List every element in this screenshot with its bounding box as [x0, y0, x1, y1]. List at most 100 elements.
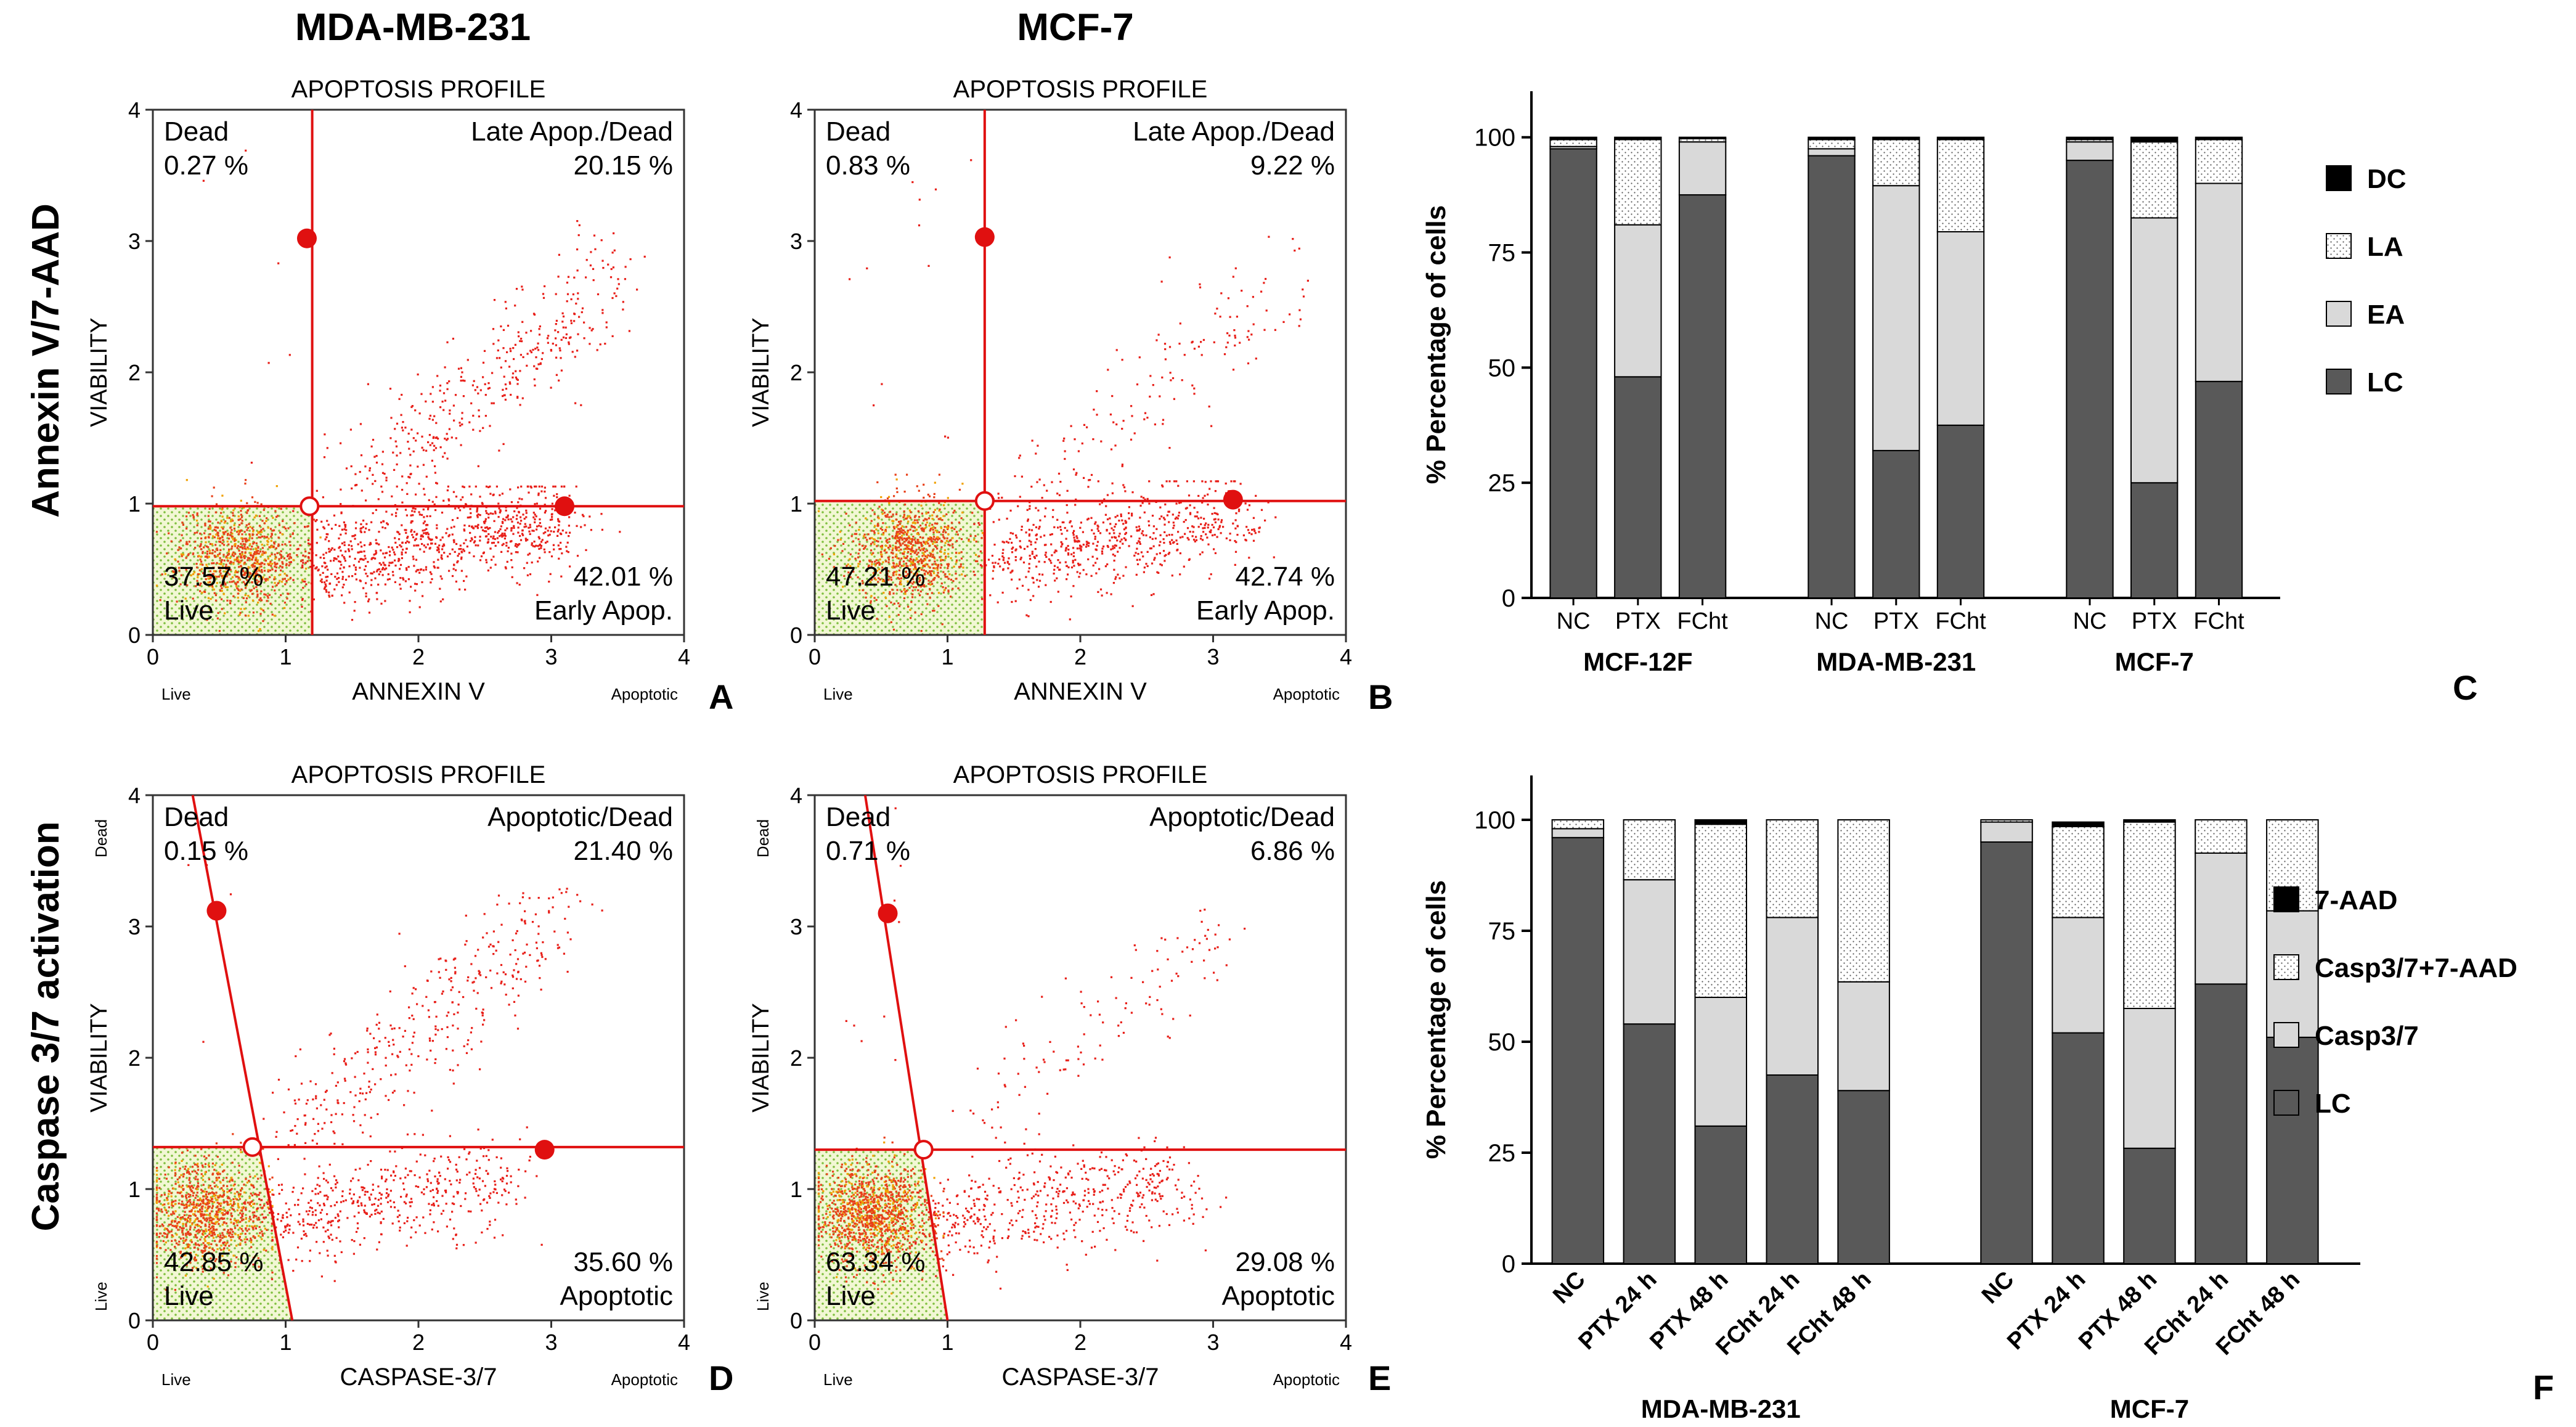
event-point: [184, 1219, 187, 1221]
event-point: [1064, 457, 1066, 460]
event-point: [628, 330, 630, 332]
event-point: [240, 1187, 243, 1190]
event-point: [446, 555, 449, 558]
event-point: [372, 483, 374, 485]
event-point: [932, 542, 934, 545]
event-point: [187, 554, 189, 557]
event-point: [260, 608, 263, 610]
event-point: [1128, 506, 1130, 509]
event-point: [213, 1277, 215, 1280]
event-point: [364, 531, 366, 533]
gate-right-handle: [1223, 489, 1243, 510]
event-point: [222, 593, 225, 595]
event-point: [206, 1209, 208, 1211]
event-point: [426, 1173, 428, 1176]
event-point: [459, 424, 462, 427]
event-point: [211, 1248, 214, 1250]
event-point: [320, 578, 323, 581]
event-point: [433, 503, 436, 505]
event-point: [354, 527, 357, 530]
event-point: [465, 504, 468, 506]
event-point: [913, 581, 915, 583]
event-point: [845, 512, 847, 515]
event-point: [207, 1164, 210, 1166]
event-point: [229, 1218, 232, 1221]
event-point: [557, 518, 560, 520]
event-point: [373, 571, 375, 573]
event-point: [1074, 539, 1076, 541]
event-point: [507, 516, 509, 518]
event-point: [937, 592, 940, 594]
event-point: [550, 349, 552, 351]
event-point: [888, 516, 891, 518]
event-point: [222, 574, 225, 577]
event-point: [879, 562, 881, 565]
event-point: [382, 552, 385, 555]
event-point: [391, 495, 393, 497]
event-point: [1053, 568, 1056, 571]
event-point: [643, 255, 646, 258]
event-point: [275, 556, 277, 558]
event-point: [881, 555, 883, 558]
event-point: [454, 507, 457, 510]
event-point: [258, 580, 260, 583]
event-point: [243, 506, 245, 509]
event-point: [1060, 541, 1062, 544]
event-point: [258, 575, 261, 578]
event-point: [917, 533, 919, 535]
event-point: [915, 571, 918, 574]
event-point: [224, 531, 227, 533]
event-point: [871, 509, 874, 512]
event-point: [923, 496, 925, 499]
event-point: [410, 529, 413, 531]
event-point: [1214, 552, 1217, 554]
event-point: [207, 1205, 210, 1208]
event-point: [919, 567, 921, 570]
event-point: [220, 512, 222, 514]
event-point: [890, 584, 892, 586]
event-point: [260, 599, 263, 602]
event-point: [891, 549, 894, 552]
event-point: [353, 1193, 355, 1196]
event-point: [237, 515, 240, 518]
event-point: [431, 538, 433, 541]
event-point: [243, 1191, 246, 1194]
event-point: [240, 537, 243, 539]
event-point: [284, 583, 287, 586]
event-point: [842, 542, 845, 545]
event-point: [1123, 486, 1126, 489]
event-point: [937, 536, 939, 539]
event-point: [304, 550, 307, 553]
event-point: [518, 583, 521, 586]
event-point: [1064, 450, 1066, 452]
event-point: [340, 549, 342, 552]
event-point: [171, 1221, 173, 1223]
event-point: [171, 1240, 173, 1242]
event-point: [511, 576, 513, 578]
event-point: [548, 526, 551, 529]
event-point: [1040, 536, 1042, 538]
event-point: [947, 552, 950, 555]
event-point: [1200, 517, 1202, 519]
event-point: [474, 536, 476, 538]
event-point: [211, 1218, 214, 1221]
event-point: [923, 554, 925, 556]
event-point: [415, 570, 417, 573]
event-point: [254, 501, 256, 503]
x-axis-label: ANNEXIN V: [352, 678, 485, 705]
event-point: [332, 1189, 334, 1192]
event-point: [406, 537, 409, 539]
event-point: [433, 566, 436, 569]
event-point: [289, 535, 291, 538]
event-point: [997, 601, 999, 603]
event-point: [924, 573, 926, 576]
event-point: [437, 438, 439, 440]
event-point: [409, 1205, 412, 1208]
event-point: [510, 350, 512, 353]
event-point: [184, 581, 187, 584]
event-point: [547, 530, 549, 532]
event-point: [872, 552, 874, 554]
event-point: [442, 392, 446, 395]
event-point: [932, 511, 935, 513]
event-point: [563, 485, 565, 488]
